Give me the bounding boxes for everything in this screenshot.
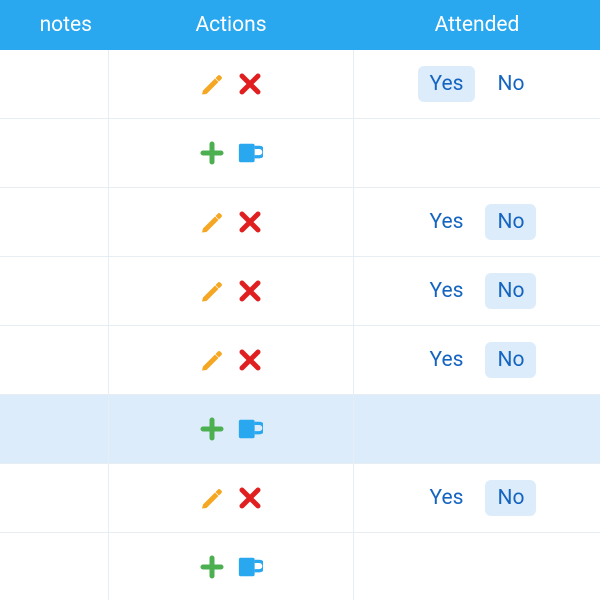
attended-yes-button[interactable]: Yes: [418, 66, 476, 102]
attended-cell: YesNo: [354, 257, 600, 326]
attended-cell: [354, 533, 600, 600]
attended-yes-button[interactable]: Yes: [418, 204, 476, 240]
notes-cell: [0, 326, 108, 395]
attended-no-button[interactable]: No: [485, 204, 536, 240]
attended-cell: [354, 119, 600, 188]
edit-icon[interactable]: [199, 278, 225, 304]
add-icon[interactable]: [199, 416, 225, 442]
notes-cell: [0, 464, 108, 533]
break-icon[interactable]: [237, 554, 263, 580]
notes-cell: [0, 257, 108, 326]
attended-cell: YesNo: [354, 464, 600, 533]
actions-cell: [108, 533, 354, 600]
actions-cell: [108, 464, 354, 533]
actions-cell: [108, 257, 354, 326]
delete-icon[interactable]: [237, 71, 263, 97]
notes-cell: [0, 395, 108, 464]
actions-cell: [108, 50, 354, 119]
attended-no-button[interactable]: No: [485, 480, 536, 516]
notes-cell: [0, 533, 108, 600]
notes-cell: [0, 188, 108, 257]
add-icon[interactable]: [199, 554, 225, 580]
attended-no-button[interactable]: No: [485, 66, 536, 102]
notes-cell: [0, 50, 108, 119]
attended-cell: YesNo: [354, 326, 600, 395]
attended-cell: YesNo: [354, 188, 600, 257]
edit-icon[interactable]: [199, 485, 225, 511]
column-header-notes: notes: [0, 0, 108, 50]
delete-icon[interactable]: [237, 278, 263, 304]
attended-cell: [354, 395, 600, 464]
actions-cell: [108, 326, 354, 395]
delete-icon[interactable]: [237, 347, 263, 373]
actions-cell: [108, 119, 354, 188]
add-icon[interactable]: [199, 140, 225, 166]
attended-yes-button[interactable]: Yes: [418, 342, 476, 378]
break-icon[interactable]: [237, 140, 263, 166]
column-header-attended: Attended: [354, 0, 600, 50]
break-icon[interactable]: [237, 416, 263, 442]
notes-cell: [0, 119, 108, 188]
attended-yes-button[interactable]: Yes: [418, 480, 476, 516]
actions-cell: [108, 188, 354, 257]
edit-icon[interactable]: [199, 71, 225, 97]
delete-icon[interactable]: [237, 485, 263, 511]
actions-cell: [108, 395, 354, 464]
attended-no-button[interactable]: No: [485, 273, 536, 309]
delete-icon[interactable]: [237, 209, 263, 235]
attended-no-button[interactable]: No: [485, 342, 536, 378]
attended-cell: YesNo: [354, 50, 600, 119]
edit-icon[interactable]: [199, 209, 225, 235]
column-header-actions: Actions: [108, 0, 354, 50]
edit-icon[interactable]: [199, 347, 225, 373]
attended-yes-button[interactable]: Yes: [418, 273, 476, 309]
